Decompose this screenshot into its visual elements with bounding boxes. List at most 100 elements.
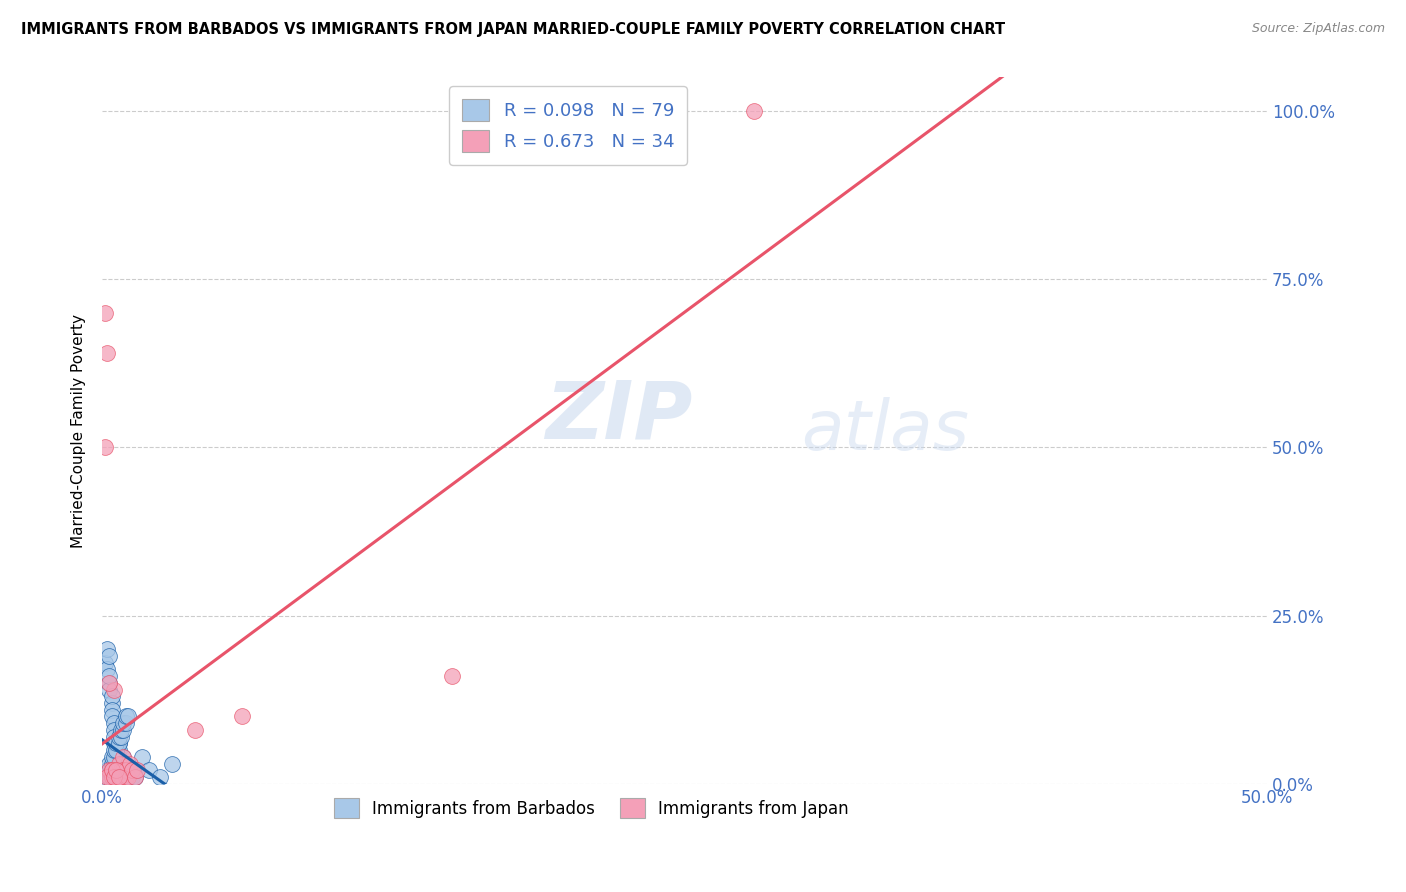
Point xyxy=(114,764,136,778)
Y-axis label: Married-Couple Family Poverty: Married-Couple Family Poverty xyxy=(72,314,86,548)
Point xyxy=(96,346,118,360)
Point xyxy=(105,764,128,778)
Text: Source: ZipAtlas.com: Source: ZipAtlas.com xyxy=(1251,22,1385,36)
Point xyxy=(105,756,128,771)
Point xyxy=(110,723,132,737)
Point xyxy=(124,770,146,784)
Point xyxy=(93,770,115,784)
Legend: Immigrants from Barbados, Immigrants from Japan: Immigrants from Barbados, Immigrants fro… xyxy=(328,791,856,825)
Point xyxy=(103,736,125,750)
Point xyxy=(96,770,118,784)
Point xyxy=(98,682,121,697)
Point xyxy=(100,696,122,710)
Point xyxy=(112,723,135,737)
Point xyxy=(120,764,142,778)
Point xyxy=(103,730,125,744)
Point xyxy=(114,770,136,784)
Point xyxy=(184,723,207,737)
Point xyxy=(93,441,115,455)
Point xyxy=(114,709,136,723)
Point xyxy=(121,770,143,784)
Point xyxy=(103,777,125,791)
Point xyxy=(98,777,121,791)
Point xyxy=(114,770,136,784)
Point xyxy=(103,723,125,737)
Point xyxy=(124,764,146,778)
Point xyxy=(121,764,143,778)
Point xyxy=(112,756,135,771)
Point xyxy=(96,642,118,657)
Point xyxy=(117,764,139,778)
Point xyxy=(107,777,129,791)
Text: IMMIGRANTS FROM BARBADOS VS IMMIGRANTS FROM JAPAN MARRIED-COUPLE FAMILY POVERTY : IMMIGRANTS FROM BARBADOS VS IMMIGRANTS F… xyxy=(21,22,1005,37)
Point xyxy=(121,764,143,778)
Point xyxy=(110,777,132,791)
Text: ZIP: ZIP xyxy=(544,377,692,456)
Point xyxy=(107,730,129,744)
Point xyxy=(100,764,122,778)
Point xyxy=(120,756,142,771)
Point xyxy=(103,770,125,784)
Point xyxy=(93,306,115,320)
Point xyxy=(124,770,146,784)
Point xyxy=(96,662,118,676)
Point xyxy=(107,749,129,764)
Point xyxy=(100,764,122,778)
Point xyxy=(110,756,132,771)
Point xyxy=(100,703,122,717)
Point xyxy=(105,743,128,757)
Point xyxy=(98,756,121,771)
Point xyxy=(110,730,132,744)
Point xyxy=(120,770,142,784)
Point xyxy=(96,764,118,778)
Point xyxy=(110,764,132,778)
Point xyxy=(100,777,122,791)
Point xyxy=(100,749,122,764)
Point xyxy=(103,716,125,731)
Point xyxy=(127,764,149,778)
Point xyxy=(103,777,125,791)
Point xyxy=(105,736,128,750)
Point xyxy=(149,770,172,784)
Point xyxy=(107,743,129,757)
Point xyxy=(117,709,139,723)
Point xyxy=(105,764,128,778)
Point xyxy=(98,676,121,690)
Text: atlas: atlas xyxy=(801,397,969,464)
Point xyxy=(117,770,139,784)
Point xyxy=(96,777,118,791)
Point xyxy=(231,709,253,723)
Point xyxy=(103,682,125,697)
Point xyxy=(100,777,122,791)
Point xyxy=(98,764,121,778)
Point xyxy=(105,777,128,791)
Point xyxy=(98,648,121,663)
Point xyxy=(100,690,122,704)
Point xyxy=(107,777,129,791)
Point xyxy=(103,749,125,764)
Point xyxy=(105,777,128,791)
Point xyxy=(107,756,129,771)
Point xyxy=(114,764,136,778)
Point xyxy=(160,756,183,771)
Point xyxy=(117,770,139,784)
Point xyxy=(105,770,128,784)
Point xyxy=(110,770,132,784)
Point xyxy=(110,770,132,784)
Point xyxy=(93,777,115,791)
Point xyxy=(112,764,135,778)
Point xyxy=(107,736,129,750)
Point xyxy=(107,770,129,784)
Point xyxy=(744,104,766,119)
Point xyxy=(112,749,135,764)
Point xyxy=(100,756,122,771)
Point xyxy=(98,669,121,683)
Point xyxy=(107,770,129,784)
Point xyxy=(100,770,122,784)
Point xyxy=(98,676,121,690)
Point xyxy=(100,709,122,723)
Point xyxy=(112,764,135,778)
Point xyxy=(110,764,132,778)
Point xyxy=(112,716,135,731)
Point xyxy=(131,749,153,764)
